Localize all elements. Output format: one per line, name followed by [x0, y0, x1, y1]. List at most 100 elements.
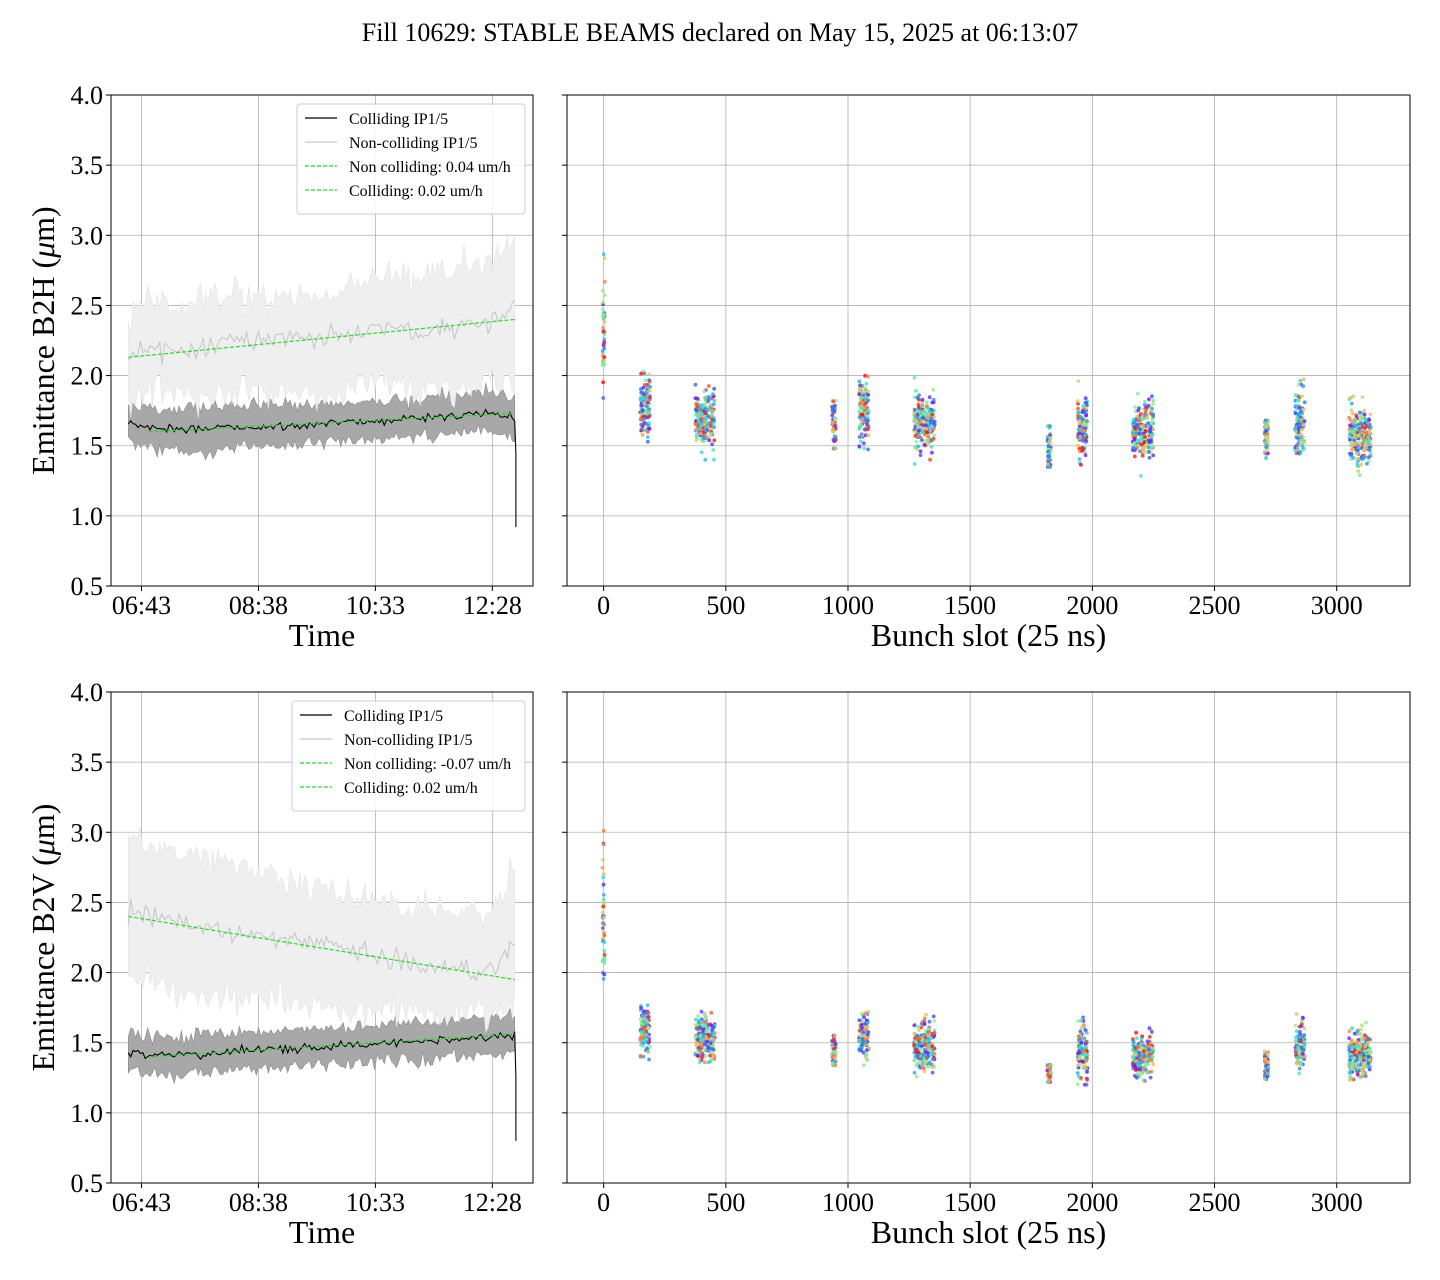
bunch-point — [1148, 433, 1153, 438]
bunch-point — [708, 433, 713, 438]
bunch-point — [704, 1034, 708, 1039]
bunch-point — [1361, 1064, 1366, 1069]
bunch-point — [702, 389, 707, 394]
bunch-point — [1083, 453, 1088, 458]
grid-h-bunch — [567, 94, 1410, 587]
y-tick-label: 4.0 — [71, 678, 104, 707]
bunch-point — [1302, 1057, 1306, 1061]
x-tick-label: 0 — [597, 1188, 610, 1217]
bunch-point — [693, 382, 698, 387]
bunch-point — [698, 431, 703, 436]
bunch-point — [921, 416, 925, 420]
bunch-point — [645, 1040, 649, 1044]
bunch-point — [693, 1017, 698, 1022]
bunch-point — [1357, 473, 1362, 478]
bunch-point — [859, 400, 864, 405]
bunch-point — [1356, 469, 1361, 474]
y-tick-label: 1.5 — [71, 432, 104, 461]
bunch-point — [602, 256, 607, 261]
bunch-point — [1143, 1065, 1147, 1069]
bunch-point — [832, 408, 837, 413]
bunch-point — [930, 408, 935, 413]
bunch-point — [1362, 421, 1367, 426]
bunch-point — [1075, 1082, 1080, 1087]
bunch-point — [712, 457, 716, 462]
bunch-point — [1082, 1036, 1087, 1041]
bunch-point — [1356, 1063, 1360, 1067]
bunch-point — [693, 1051, 698, 1056]
bunch-point — [1077, 1034, 1081, 1039]
bunch-point — [1351, 442, 1356, 447]
bunch-point — [926, 1065, 930, 1069]
bunch-point — [1048, 424, 1052, 428]
axes-frame — [110, 94, 534, 587]
y-tick-label: 2.5 — [71, 291, 104, 320]
bunch-point — [1138, 437, 1142, 442]
bunch-point — [930, 424, 935, 429]
bunch-point — [601, 897, 606, 902]
bunch-point — [1293, 1023, 1298, 1028]
bunch-point — [1083, 433, 1088, 438]
bunch-point — [830, 1051, 835, 1056]
bunch-point — [710, 414, 714, 418]
bunch-point — [1358, 1032, 1363, 1036]
bunch-point — [1300, 427, 1304, 432]
bunch-point — [928, 457, 932, 462]
bunch-point — [642, 1016, 647, 1021]
bunch-point — [1151, 398, 1156, 403]
band-non-colliding — [128, 234, 515, 419]
bunch-point — [930, 400, 935, 405]
bunch-point — [697, 1018, 702, 1023]
bunch-point — [639, 1030, 644, 1034]
bunch-point — [699, 1044, 704, 1049]
bunch-point — [1348, 1058, 1352, 1062]
bunch-point — [1140, 1060, 1145, 1064]
bunch-point — [1265, 1052, 1270, 1057]
bunch-point — [1150, 444, 1154, 449]
bunch-point — [924, 1012, 928, 1017]
bunch-point — [700, 416, 705, 421]
bunch-point — [922, 1016, 927, 1021]
bunch-point — [830, 404, 834, 409]
bunch-point — [929, 418, 934, 423]
bunch-point — [701, 403, 706, 407]
bunch-point — [857, 1038, 862, 1043]
bunch-point — [1048, 435, 1052, 440]
bunch-point — [863, 1027, 867, 1032]
bunch-point — [857, 435, 862, 439]
bunch-point — [1353, 417, 1358, 422]
bunch-point — [1142, 449, 1146, 454]
bunch-point — [831, 399, 836, 404]
bunch-point — [600, 865, 605, 870]
bunch-point — [1298, 1030, 1302, 1034]
bunch-point — [1141, 446, 1146, 450]
bunch-point — [1149, 1069, 1154, 1074]
bunch-point — [602, 355, 607, 359]
x-axis-label: Time — [289, 1214, 355, 1250]
bunch-point — [706, 413, 710, 418]
bunch-point — [712, 398, 717, 403]
bunch-point — [1077, 1038, 1081, 1043]
x-tick-label: 500 — [706, 1188, 745, 1217]
bunch-point — [866, 389, 871, 394]
bunch-point — [1150, 394, 1154, 399]
bunch-point — [928, 1052, 933, 1057]
bunch-point — [916, 400, 921, 405]
x-tick-label: 1000 — [822, 591, 874, 620]
bunch-point — [1294, 435, 1299, 440]
bunch-point — [641, 1010, 646, 1015]
bunch-point — [640, 424, 645, 429]
bunch-point — [1367, 429, 1371, 434]
bunch-point — [1357, 1058, 1362, 1063]
bunch-point — [1351, 456, 1356, 460]
legend-label: Colliding IP1/5 — [349, 111, 448, 128]
x-tick-label: 2500 — [1189, 591, 1241, 620]
band-colliding — [128, 1007, 515, 1085]
bunch-point — [1350, 1026, 1354, 1031]
bunch-point — [1083, 1041, 1088, 1046]
bunch-point — [1139, 411, 1143, 416]
bunch-point — [601, 882, 606, 887]
bunch-point — [1138, 431, 1142, 436]
x-tick-label: 2000 — [1066, 1188, 1118, 1217]
